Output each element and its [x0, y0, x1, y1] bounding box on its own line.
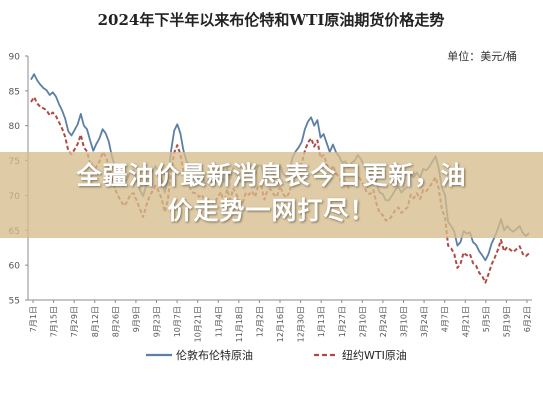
chart-title: 2024年下半年以来布伦特和WTI原油期货价格走势	[98, 11, 445, 29]
x-tick-label: 4月21日	[461, 306, 470, 337]
legend: 伦敦布伦特原油 纽约WTI原油	[146, 348, 407, 362]
y-tick-label: 80	[9, 122, 21, 132]
x-tick-label: 3月24日	[420, 306, 429, 337]
x-tick-label: 3月10日	[400, 306, 409, 337]
x-tick-label: 7月29日	[70, 306, 79, 337]
x-tick-label: 9月23日	[153, 306, 162, 337]
headline-banner	[0, 152, 543, 238]
headline-line-1: 全疆油价最新消息表今日更新，油	[76, 161, 467, 190]
y-tick-label: 90	[9, 53, 21, 63]
y-tick-label: 55	[9, 297, 20, 307]
x-tick-label: 7月15日	[50, 306, 59, 337]
x-tick-label: 10月7日	[173, 306, 182, 337]
x-tick-label: 11月4日	[214, 306, 223, 337]
x-tick-label: 12月2日	[255, 306, 264, 337]
x-tick-label: 9月9日	[132, 306, 141, 332]
headline-text: 全疆油价最新消息表今日更新，油 价走势一网打尽！	[30, 158, 513, 228]
x-tick-label: 4月7日	[441, 306, 450, 332]
x-tick-label: 8月26日	[111, 306, 120, 337]
x-tick-label: 5月19日	[502, 306, 511, 337]
x-tick-label: 2月10日	[358, 306, 367, 337]
x-tick-label: 6月2日	[523, 306, 532, 332]
x-tick-label: 1月13日	[317, 306, 326, 337]
x-tick-label: 12月30日	[297, 306, 306, 342]
x-tick-label: 5月5日	[482, 306, 491, 332]
y-tick-label: 60	[9, 262, 21, 272]
y-tick-label: 85	[9, 87, 20, 97]
legend-label-wti: 纽约WTI原油	[342, 348, 407, 362]
x-tick-label: 1月27日	[338, 306, 347, 337]
unit-label: 单位：美元/桶	[447, 49, 517, 63]
x-tick-label: 7月1日	[29, 306, 38, 332]
x-tick-label: 8月12日	[91, 306, 100, 337]
legend-label-brent: 伦敦布伦特原油	[176, 348, 253, 362]
x-tick-label: 10月21日	[194, 306, 203, 342]
x-tick-labels: 7月1日 7月15日 7月29日 8月12日 8月26日 9月9日 9月23日 10月7日 10…	[29, 306, 532, 342]
x-tick-label: 12月16日	[276, 306, 285, 342]
x-tick-label: 11月18日	[235, 306, 244, 342]
x-tick-label: 2月24日	[379, 306, 388, 337]
headline-line-2: 价走势一网打尽！	[167, 196, 376, 225]
